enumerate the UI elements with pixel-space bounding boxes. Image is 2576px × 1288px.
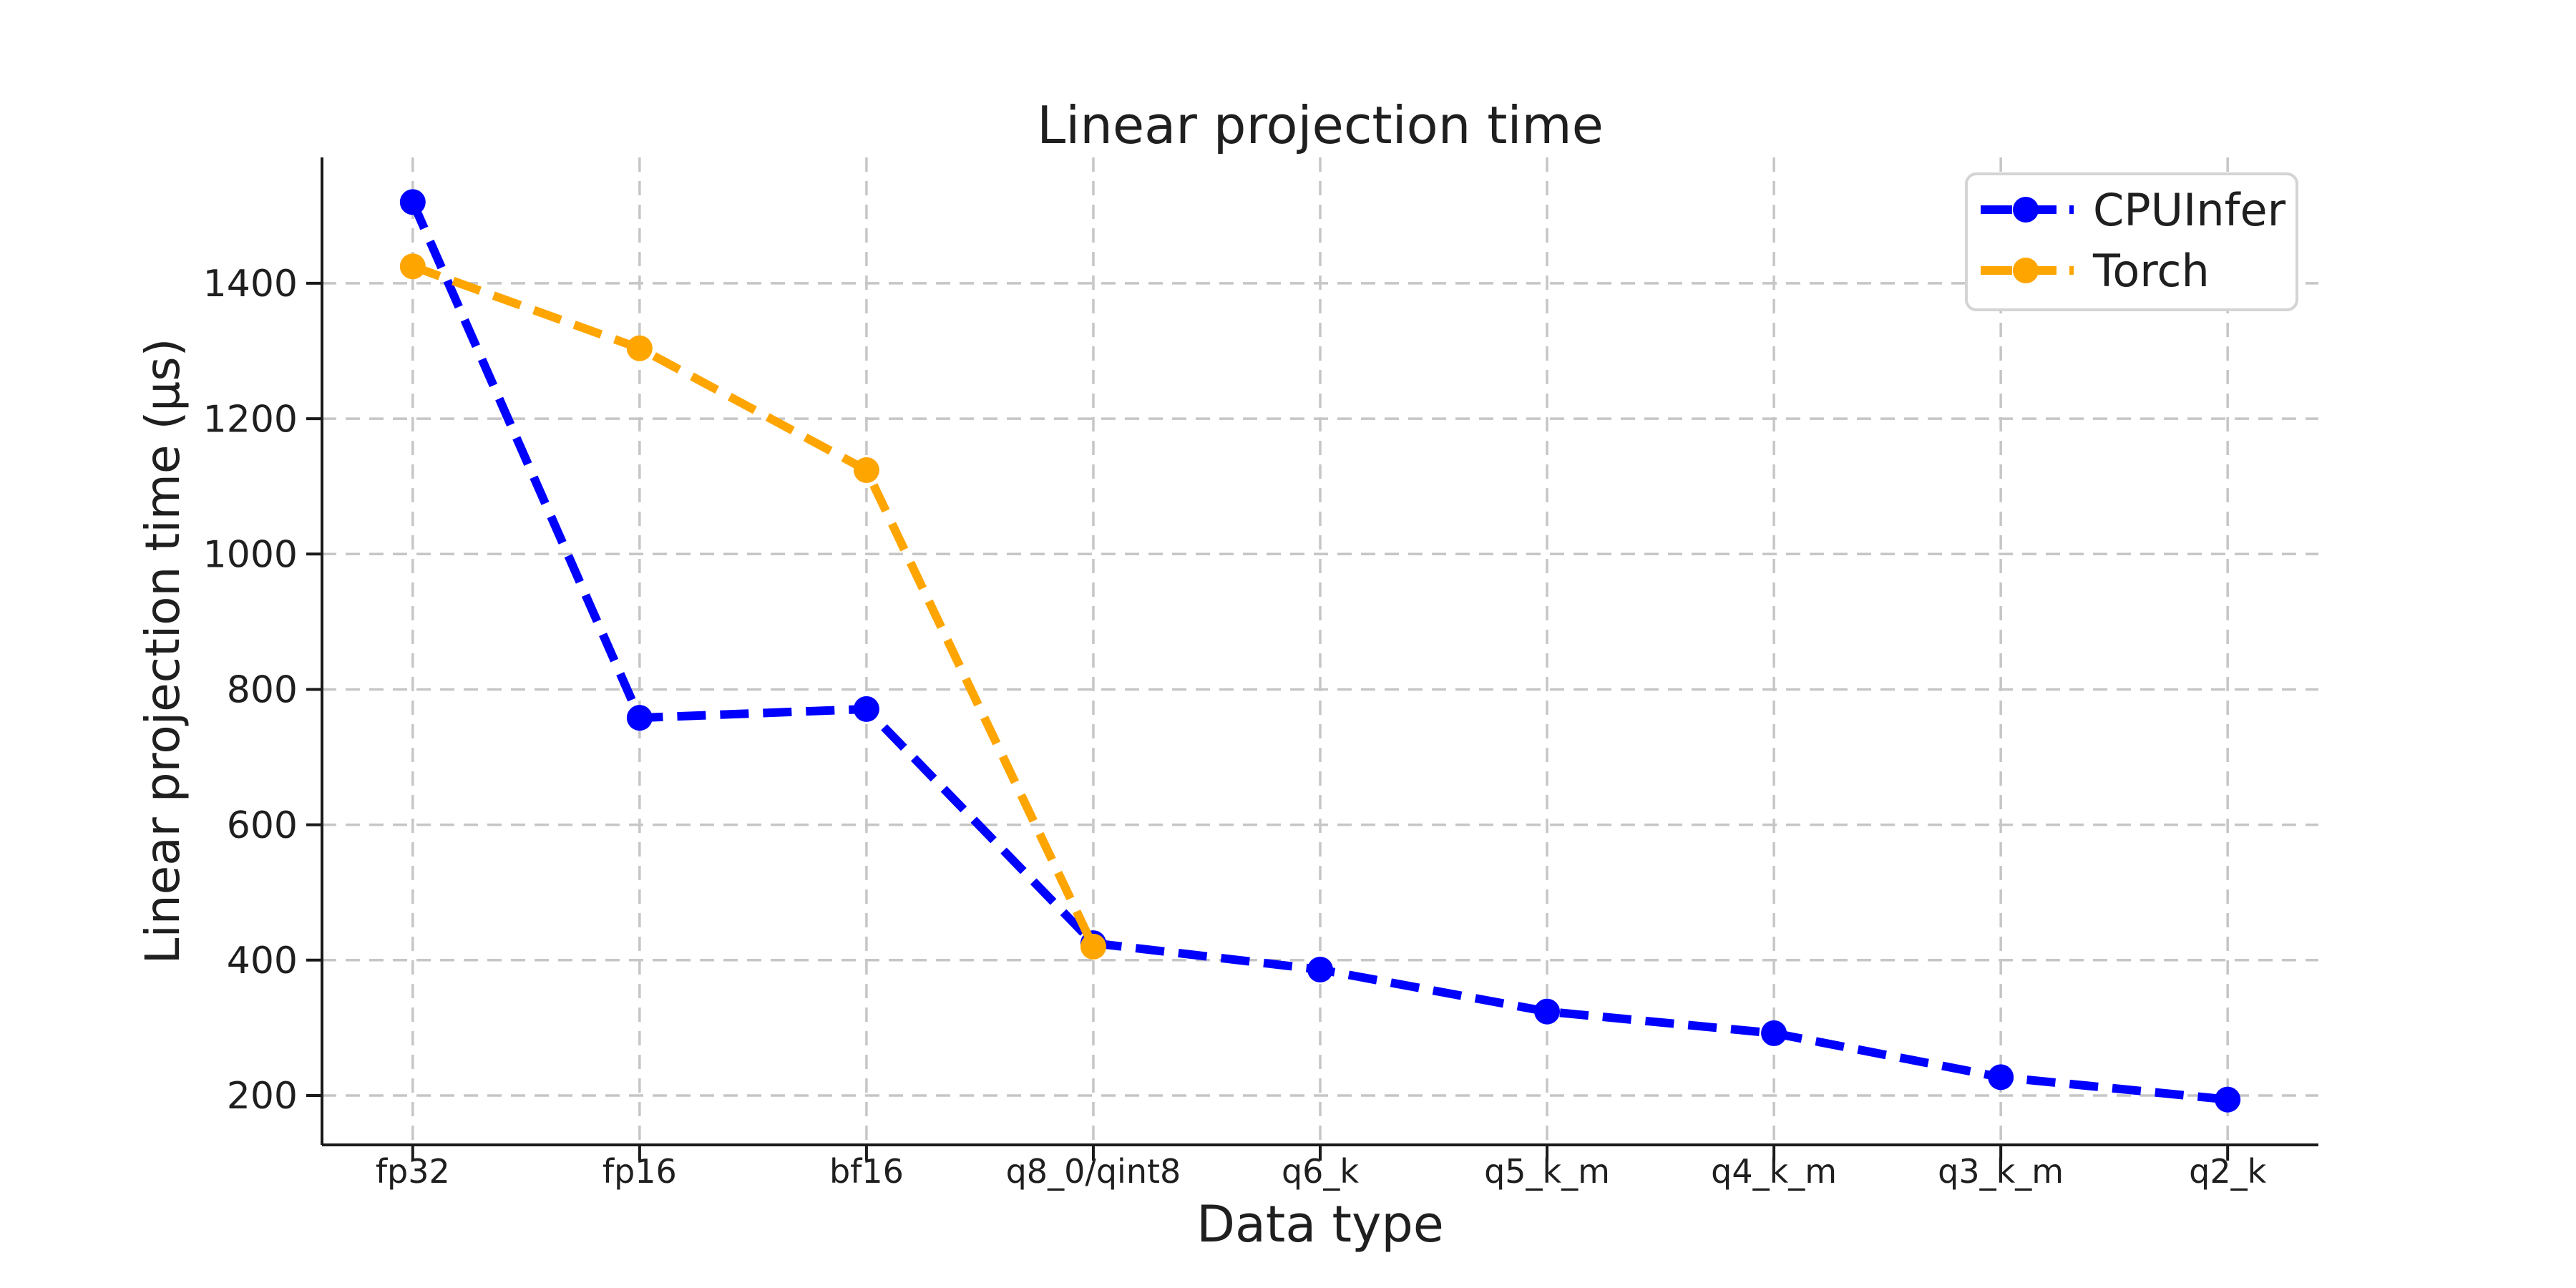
x-axis-label: Data type <box>1196 1195 1444 1254</box>
y-tick-label-1000: 1000 <box>203 533 298 576</box>
x-tick-label-q5_k_m: q5_k_m <box>1484 1152 1610 1191</box>
data-point-torch-bf16 <box>853 457 879 483</box>
data-point-cpuinfer-q5_k_m <box>1534 998 1561 1025</box>
legend-entry-torch: Torch <box>1981 245 2210 297</box>
x-tick-label-q8_0/qint8: q8_0/qint8 <box>1006 1152 1181 1191</box>
data-point-cpuinfer-q6_k <box>1307 957 1333 983</box>
y-axis-label: Linear projection time (μs) <box>135 338 190 965</box>
data-point-torch-q8_0/qint8 <box>1080 933 1106 960</box>
legend-label-cpuinfer: CPUInfer <box>2093 184 2286 236</box>
data-point-cpuinfer-q2_k <box>2215 1086 2241 1113</box>
data-point-cpuinfer-q4_k_m <box>1761 1020 1787 1046</box>
data-series <box>399 189 2241 1113</box>
legend-marker-torch <box>2013 258 2039 283</box>
data-point-torch-fp16 <box>626 335 653 361</box>
legend-marker-cpuinfer <box>2013 197 2039 223</box>
x-tick-label-q4_k_m: q4_k_m <box>1711 1152 1837 1191</box>
legend-label-torch: Torch <box>2092 245 2210 297</box>
x-tick-label-q6_k: q6_k <box>1282 1152 1359 1191</box>
y-tick-label-200: 200 <box>227 1075 298 1118</box>
x-tick-label-fp32: fp32 <box>376 1152 450 1191</box>
x-tick-label-q2_k: q2_k <box>2189 1152 2266 1191</box>
y-tick-label-1200: 1200 <box>203 398 298 441</box>
series-line-torch <box>411 262 1098 949</box>
legend: CPUInfer Torch <box>1965 172 2298 311</box>
data-point-cpuinfer-q3_k_m <box>1988 1064 2014 1091</box>
data-point-torch-fp32 <box>399 253 426 280</box>
data-point-cpuinfer-fp16 <box>626 705 653 731</box>
x-tick-label-bf16: bf16 <box>829 1152 904 1191</box>
x-tick-label-q3_k_m: q3_k_m <box>1938 1152 2064 1191</box>
data-point-cpuinfer-fp32 <box>399 189 426 215</box>
legend-entry-cpuinfer: CPUInfer <box>1981 184 2286 236</box>
y-tick-label-600: 600 <box>227 804 298 847</box>
data-point-cpuinfer-bf16 <box>853 696 879 722</box>
x-tick-label-fp16: fp16 <box>602 1152 677 1191</box>
y-tick-label-800: 800 <box>227 669 298 712</box>
axis-tick-labels: 200 400 600 800 1000 1200 1400 fp32 fp16 bf16 q8_0… <box>203 263 2267 1191</box>
y-tick-label-400: 400 <box>227 940 298 982</box>
y-tick-label-1400: 1400 <box>203 263 298 306</box>
chart-title: Linear projection time <box>1037 95 1604 155</box>
axis-ticks <box>306 281 2230 1161</box>
